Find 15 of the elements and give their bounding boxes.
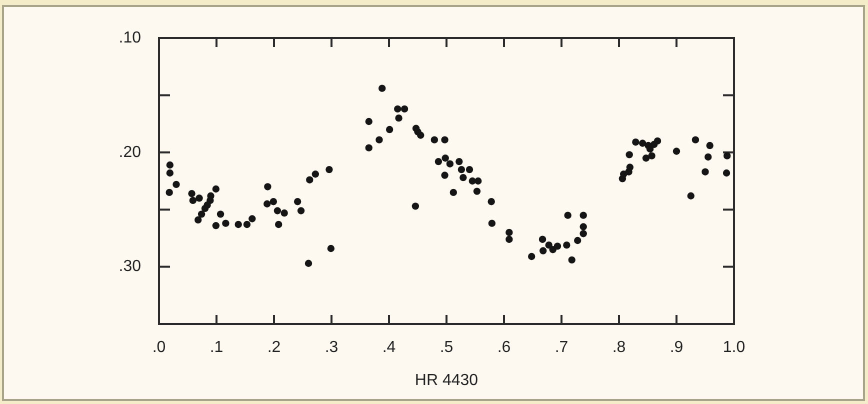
x-tick-label: .6 [497,339,511,356]
y-tick-label: .30 [118,258,142,276]
x-tick-label: .5 [440,339,454,356]
x-tick-label: .8 [612,339,626,356]
x-tick-label: .0 [152,339,166,356]
y-tick-label: .10 [118,29,142,46]
x-tick-label: .7 [554,339,568,356]
y-tick-label: .20 [118,144,142,161]
x-tick-label: .4 [382,339,396,356]
x-tick-label: .3 [324,339,338,356]
x-tick-label: .9 [670,339,684,356]
x-tick-label: 1.0 [722,339,746,356]
x-tick-label: .1 [210,339,224,356]
x-axis-title: HR 4430 [414,372,478,389]
x-tick-label: .2 [267,339,281,356]
